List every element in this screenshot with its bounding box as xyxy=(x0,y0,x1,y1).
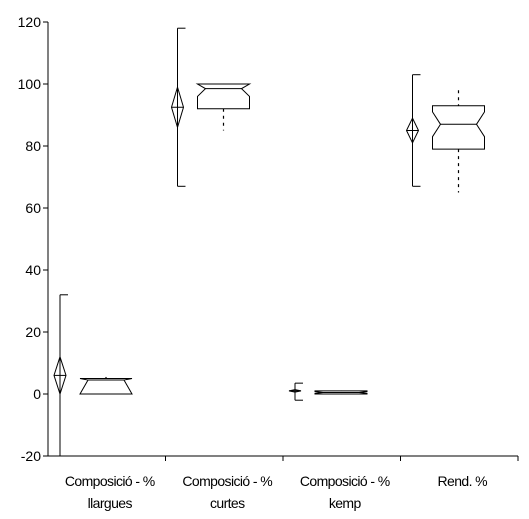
y-tick-label: 60 xyxy=(25,200,41,216)
x-category-label: Composició - % xyxy=(182,473,272,489)
x-category-label: Rend. % xyxy=(438,473,488,489)
mean-diamond xyxy=(405,116,420,145)
x-category-label: Composició - % xyxy=(300,473,390,489)
x-category-label: curtes xyxy=(210,495,245,511)
y-tick-label: 0 xyxy=(33,386,41,402)
y-tick-label: 40 xyxy=(25,262,41,278)
y-tick-label: -20 xyxy=(21,448,41,464)
x-category-label: Composició - % xyxy=(65,473,155,489)
y-tick-label: 20 xyxy=(25,324,41,340)
y-tick-label: 100 xyxy=(18,76,42,92)
mean-diamond xyxy=(53,355,67,396)
x-category-label: kemp xyxy=(329,495,362,511)
notched-box xyxy=(195,83,252,110)
y-tick-label: 80 xyxy=(25,138,41,154)
y-tick-label: 120 xyxy=(18,14,42,30)
notched-box xyxy=(432,105,485,150)
notched-box xyxy=(79,378,133,395)
mean-diamond xyxy=(170,85,185,130)
x-category-label: llargues xyxy=(88,495,133,511)
